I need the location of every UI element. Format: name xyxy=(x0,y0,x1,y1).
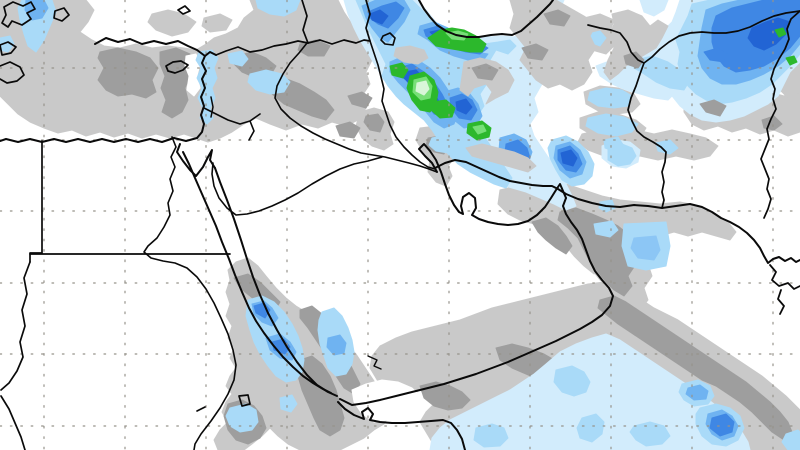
coastline-persian-gulf-north-makran xyxy=(434,159,800,264)
precip-green-pale-core xyxy=(415,80,430,96)
coastline-africa-mediterranean xyxy=(0,137,198,143)
white-clearings xyxy=(184,53,421,423)
wadi-yemen xyxy=(367,355,382,370)
border-afghanistan-east xyxy=(760,10,800,219)
coastline-sinai-aqaba xyxy=(176,143,216,177)
coastline-kutch xyxy=(769,264,800,315)
coastline-levant xyxy=(196,55,207,139)
jordan-valley-line xyxy=(210,96,214,118)
border-saudi-iraq-jordan xyxy=(211,156,383,216)
coastline-yemen-oman xyxy=(339,197,614,406)
coastline-redsea-african-shore xyxy=(182,151,332,394)
border-syria-jordan xyxy=(203,107,261,141)
border-turkey-north-branch xyxy=(301,0,309,44)
coastline-redsea-arabian-shore xyxy=(214,167,338,397)
islands-aegean xyxy=(0,1,191,84)
border-afghanistan-west xyxy=(627,62,667,209)
river-nile xyxy=(143,136,237,450)
island-cyprus xyxy=(165,60,189,74)
river-tigris-iran-iraq-border xyxy=(369,40,436,170)
lake-urmia xyxy=(380,32,396,46)
precip-blue-mid-light xyxy=(630,235,661,261)
border-amu-darya-north xyxy=(587,10,800,64)
border-turkey-syria xyxy=(215,40,309,56)
lake-tana xyxy=(238,394,251,407)
border-egypt-libya xyxy=(29,140,43,263)
coastline-somalia-djibouti xyxy=(337,401,466,450)
river-euphrates xyxy=(274,42,438,173)
border-sudan-west xyxy=(0,261,31,450)
coastline-persian-gulf-south xyxy=(418,143,567,226)
precip-gray-over-medium xyxy=(471,9,783,131)
coastline-caspian-south xyxy=(418,0,554,38)
border-turkey-east xyxy=(307,0,371,45)
